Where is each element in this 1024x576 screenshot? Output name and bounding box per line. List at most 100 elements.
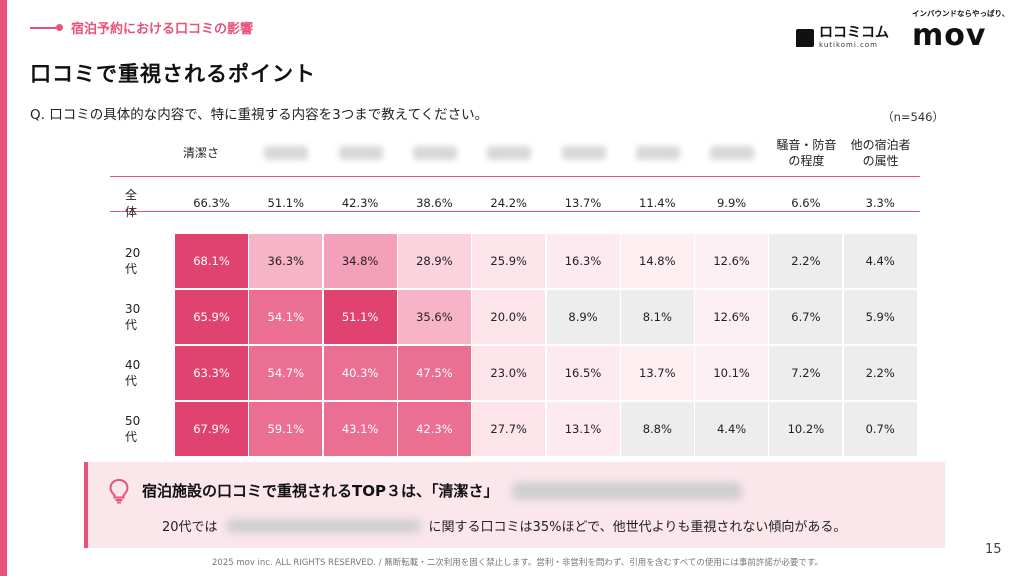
heatmap-cell: 6.7% [769, 290, 843, 344]
overall-value: 11.4% [639, 196, 676, 210]
overall-value: 13.7% [564, 196, 602, 210]
callout-title: 宿泊施設の口コミで重視されるTOP３は、「清潔さ」 [142, 480, 743, 501]
heatmap-cell: 8.9% [546, 290, 620, 344]
heatmap-cell: 16.5% [546, 346, 620, 400]
heatmap-cell: 12.6% [695, 290, 769, 344]
heatmap-cell: 54.7% [249, 346, 323, 400]
heatmap-cell: 23.0% [472, 346, 546, 400]
heatmap-cell: 13.1% [546, 402, 620, 456]
heatmap-cell: 35.6% [397, 290, 471, 344]
heatmap-cell: 10.2% [769, 402, 843, 456]
heatmap-cell: 51.1% [323, 290, 397, 344]
heatmap-cell: 25.9% [472, 234, 546, 288]
heatmap-cell: 10.1% [695, 346, 769, 400]
heatmap-cell: 4.4% [843, 234, 917, 288]
mov-tagline: インバウンドならやっぱり、 [912, 9, 1010, 18]
heatmap-cell: 63.3% [175, 346, 248, 400]
heatmap-cell: 43.1% [323, 402, 397, 456]
redacted-header [412, 146, 457, 160]
kutikomi-logo: ロコミコム kutikomi.com [796, 26, 889, 49]
redacted-block [225, 518, 421, 533]
heatmap-cell: 13.7% [620, 346, 694, 400]
left-accent-bar [0, 0, 7, 576]
overall-value: 42.3% [341, 196, 379, 210]
heatmap-cell: 20.0% [472, 290, 546, 344]
column-header [398, 132, 472, 174]
redacted-header [264, 146, 309, 160]
overall-value: 66.3% [193, 196, 230, 210]
heatmap-cell: 12.6% [695, 234, 769, 288]
tag-line [30, 26, 56, 29]
lightbulb-icon [109, 478, 129, 504]
row-label: 20代 [125, 245, 141, 276]
heatmap-cell: 59.1% [249, 402, 323, 456]
overall-value: 3.3% [865, 196, 895, 210]
heatmap-cell: 5.9% [843, 290, 917, 344]
heatmap-cell: 27.7% [472, 402, 546, 456]
header-divider [110, 176, 920, 177]
heatmap-cell: 54.1% [249, 290, 323, 344]
heatmap-cell: 28.9% [397, 234, 471, 288]
overall-value: 38.6% [416, 196, 453, 210]
heatmap-cell: 8.8% [620, 402, 694, 456]
redacted-header [338, 146, 383, 160]
column-header [324, 132, 398, 174]
table-header-row: 清潔さ 騒音・防音 の程度 他の宿泊者 の属性 [110, 132, 920, 174]
column-header [621, 132, 695, 174]
heatmap-cell: 67.9% [175, 402, 248, 456]
question-text: Q. 口コミの具体的な内容で、特に重視する内容を3つまで教えてください。 [30, 107, 489, 123]
heatmap-cell: 42.3% [397, 402, 471, 456]
heatmap-cell: 68.1% [175, 234, 248, 288]
heatmap-cell: 2.2% [843, 346, 917, 400]
heatmap-cell: 34.8% [323, 234, 397, 288]
callout-body-suffix: に関する口コミは35%ほどで、他世代よりも重視されない傾向がある。 [428, 520, 847, 535]
overall-value: 6.6% [791, 196, 821, 210]
column-header: 騒音・防音 の程度 [776, 137, 837, 168]
row-label: 30代 [125, 301, 141, 332]
section-tag: 宿泊予約における口コミの影響 [30, 18, 253, 37]
column-header [695, 132, 769, 174]
overall-value: 24.2% [490, 196, 527, 210]
column-header: 清潔さ [183, 145, 220, 160]
tag-dot [56, 24, 63, 31]
copyright-footer: 2025 mov inc. ALL RIGHTS RESERVED. / 無断転… [212, 558, 824, 568]
overall-value: 51.1% [267, 196, 305, 210]
heatmap-cell: 14.8% [620, 234, 694, 288]
callout-title-text: 宿泊施設の口コミで重視されるTOP３は、「清潔さ」 [142, 482, 499, 500]
column-header [547, 132, 621, 174]
column-header [249, 132, 323, 174]
speech-bubble-icon [796, 28, 814, 47]
column-header: 他の宿泊者 の属性 [850, 137, 911, 168]
heatmap-cell: 16.3% [546, 234, 620, 288]
kutikomi-logo-sub: kutikomi.com [819, 41, 878, 49]
row-label: 50代 [125, 413, 141, 444]
heatmap-cell: 47.5% [397, 346, 471, 400]
redacted-block [512, 481, 743, 500]
page-number: 15 [985, 542, 1002, 557]
redacted-header [710, 146, 755, 160]
heatmap-cell: 36.3% [249, 234, 323, 288]
row-label: 40代 [125, 357, 141, 388]
summary-callout: 宿泊施設の口コミで重視されるTOP３は、「清潔さ」 20代では に関する口コミは… [84, 462, 945, 548]
section-tag-label: 宿泊予約における口コミの影響 [71, 22, 254, 37]
heatmap-cell: 7.2% [769, 346, 843, 400]
heatmap-cell: 0.7% [843, 402, 917, 456]
heatmap-cell: 2.2% [769, 234, 843, 288]
row-label-overall: 全体 [125, 188, 138, 219]
redacted-header [487, 146, 532, 160]
mov-logo: インバウンドならやっぱり、 mov [912, 8, 1012, 51]
column-header [472, 132, 546, 174]
callout-body: 20代では に関する口コミは35%ほどで、他世代よりも重視されない傾向がある。 [162, 516, 846, 535]
heatmap-cell: 65.9% [175, 290, 248, 344]
page-title: 口コミで重視されるポイント [30, 62, 316, 86]
sample-size-label: （n=546） [882, 110, 944, 124]
kutikomi-logo-text: ロコミコム [819, 25, 889, 41]
heatmap-cell: 8.1% [620, 290, 694, 344]
redacted-header [635, 146, 680, 160]
redacted-header [561, 146, 606, 160]
overall-divider [110, 211, 920, 212]
heatmap-cell: 4.4% [695, 402, 769, 456]
overall-value: 9.9% [716, 196, 747, 210]
callout-body-prefix: 20代では [162, 520, 218, 535]
mov-wordmark: mov [912, 18, 987, 53]
